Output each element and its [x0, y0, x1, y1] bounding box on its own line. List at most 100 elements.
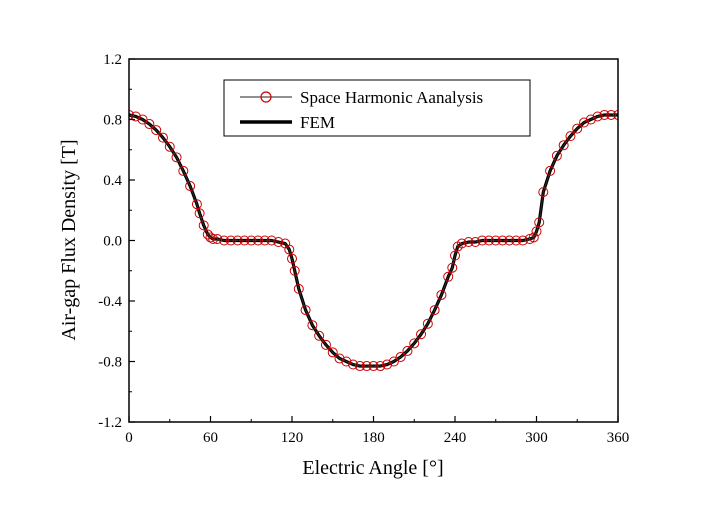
series-sha-point — [517, 235, 528, 246]
series-sha-point — [171, 152, 182, 163]
y-tick-label: 0.8 — [103, 113, 122, 129]
series-sha-point — [246, 235, 257, 246]
series-sha-point — [361, 361, 372, 372]
series-sha-point — [185, 181, 196, 192]
series-sha-point — [409, 338, 420, 349]
series-sha-point — [613, 109, 618, 120]
x-tick-label: 120 — [281, 430, 304, 446]
series-sha-point — [151, 125, 162, 136]
series-sha-point — [266, 235, 277, 246]
y-tick-label: -1.2 — [98, 415, 122, 431]
series-sha-point — [483, 235, 494, 246]
series-sha-point — [551, 150, 562, 161]
series-sha-point — [194, 208, 205, 219]
series-sha-point — [225, 235, 236, 246]
ticks-layer: 0 60 120 180 240 300 360 -1.2 -0.8 -0.4 0.0 0.4 0.8 1… — [98, 52, 629, 446]
series-sha-point — [395, 351, 406, 362]
series-sha-point — [130, 111, 141, 122]
series-sha-point — [429, 305, 440, 316]
series-sha-point — [538, 187, 549, 198]
series-sha-point — [208, 233, 219, 244]
series-sha-point — [388, 356, 399, 367]
y-tick-label: -0.8 — [98, 355, 122, 371]
series-sha-point — [284, 244, 295, 255]
series-sha-point — [375, 361, 386, 372]
series-sha-point — [447, 262, 458, 273]
series-sha-point — [287, 253, 297, 264]
series-sha-point — [137, 114, 148, 125]
series-sha-point — [198, 220, 209, 231]
series-sha-point — [368, 361, 379, 372]
x-tick-label: 360 — [607, 430, 630, 446]
series-sha-point — [144, 119, 155, 130]
series-sha-point — [164, 141, 175, 152]
series-sha-point — [341, 356, 352, 367]
series-sha-point — [307, 320, 318, 331]
y-tick-label: 0.4 — [103, 173, 122, 189]
series-sha-point — [253, 235, 264, 246]
series-sha-point — [585, 114, 596, 125]
series-sha-point — [592, 111, 603, 122]
series-sha-point — [436, 289, 447, 300]
series-sha-point — [157, 132, 168, 143]
series-sha-point — [259, 235, 270, 246]
x-tick-label: 300 — [525, 430, 548, 446]
x-tick-label: 180 — [362, 430, 385, 446]
series-sha-point — [239, 235, 250, 246]
series-sha-point — [490, 235, 501, 246]
series-sha-point — [348, 359, 359, 370]
series-sha-point — [273, 237, 284, 248]
series-sha-point — [191, 199, 202, 210]
legend-box — [223, 79, 531, 137]
series-sha-point — [531, 226, 542, 237]
series-sha-point — [129, 109, 134, 120]
y-axis-label: Air-gap Flux Density [T] — [58, 139, 80, 340]
series-sha-point — [579, 117, 590, 128]
series-sha-line — [129, 114, 618, 367]
series-sha-point — [354, 361, 365, 372]
series-sha-point — [450, 250, 460, 261]
series-sha-point — [497, 235, 508, 246]
series-sha-point — [545, 165, 556, 176]
y-tick-label: 1.2 — [103, 52, 122, 68]
series-sha-point — [382, 359, 393, 370]
series-sha-point — [606, 109, 617, 120]
series-sha-point — [314, 330, 325, 341]
series-sha-point — [232, 235, 243, 246]
series-sha-point — [511, 235, 522, 246]
x-axis-label: Electric Angle [°] — [302, 457, 443, 479]
x-tick-label: 240 — [444, 430, 467, 446]
series-sha-point — [558, 140, 569, 151]
series-sha-point — [477, 235, 488, 246]
series-sha-point — [572, 123, 583, 134]
legend: Space Harmonic Aanalysis FEM — [223, 79, 531, 137]
series-sha-point — [524, 233, 535, 244]
series-sha-point — [470, 237, 481, 248]
series-sha-point — [463, 237, 474, 248]
series-sha-point — [178, 165, 189, 176]
series-sha-point — [300, 305, 311, 316]
series-sha-point — [422, 318, 433, 329]
y-tick-label: -0.4 — [98, 294, 122, 310]
series-sha-point — [456, 238, 467, 249]
x-tick-label: 60 — [203, 430, 218, 446]
series-sha-point — [504, 235, 515, 246]
series-sha-point — [219, 235, 230, 246]
series-sha-point — [416, 329, 427, 340]
series-sha-point — [212, 233, 223, 244]
series-sha-point — [534, 217, 545, 228]
legend-marker-sha — [260, 91, 272, 103]
series-sha-point — [205, 232, 216, 243]
series-sha-point — [528, 232, 539, 243]
legend-label-sha: Space Harmonic Aanalysis — [300, 88, 483, 107]
series-sha-point — [334, 353, 345, 364]
series-sha-point — [293, 283, 304, 294]
series-sha-point — [320, 339, 331, 350]
series-sha-point — [402, 345, 413, 356]
series-sha-point — [443, 271, 454, 282]
y-tick-label: 0.0 — [103, 234, 122, 250]
series-layer — [129, 109, 618, 372]
series-sha-point — [599, 109, 610, 120]
x-tick-label: 0 — [125, 430, 133, 446]
